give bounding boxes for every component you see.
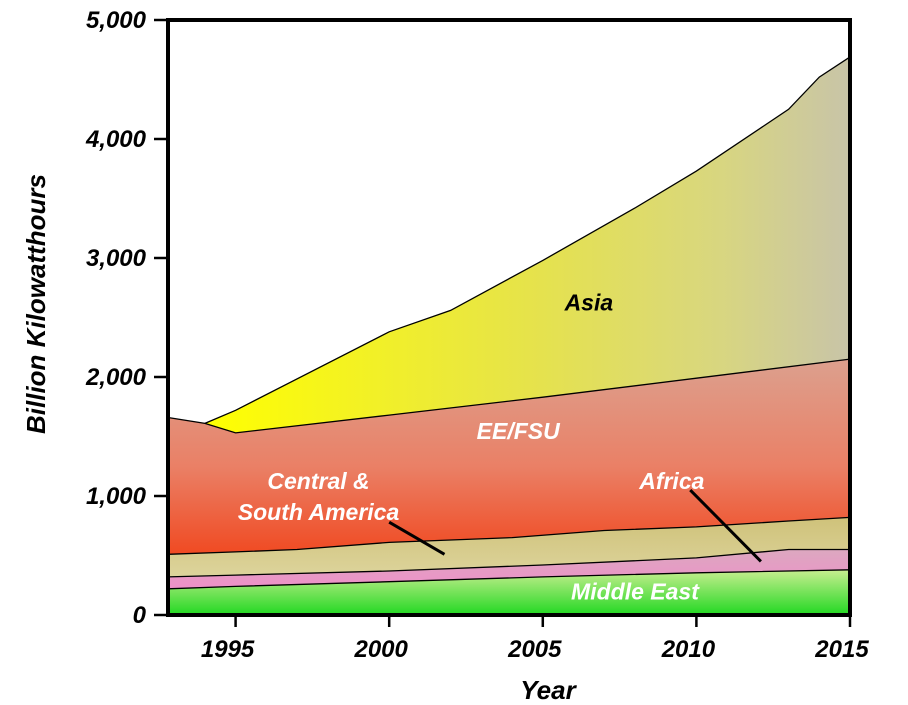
area-africa bbox=[168, 517, 850, 577]
boundary-line-africa bbox=[167, 516, 851, 555]
y-axis-title: Billion Kilowatthours bbox=[21, 174, 51, 434]
y-tick-label: 3,000 bbox=[86, 245, 147, 272]
x-tick-label: 2000 bbox=[353, 636, 408, 663]
y-tick-label: 1,000 bbox=[86, 483, 147, 510]
boundary-line-middle-east bbox=[167, 569, 851, 590]
area-middle-east bbox=[168, 569, 850, 615]
label-south-america: South America bbox=[238, 499, 400, 525]
axis-ticks: 0 1,000 2,000 3,000 4,000 5,000 1995 2000 2005 20… bbox=[85, 7, 869, 663]
label-asia: Asia bbox=[564, 289, 614, 315]
pointer-line-2 bbox=[689, 488, 762, 563]
label-middle-east: Middle East bbox=[571, 579, 700, 605]
boundary-line-asia bbox=[204, 56, 851, 424]
label-africa: Africa bbox=[638, 468, 704, 494]
area-asia bbox=[204, 56, 850, 433]
y-tick-label: 0 bbox=[133, 602, 147, 629]
x-tick-label: 2005 bbox=[507, 636, 562, 663]
label-central: Central & bbox=[267, 468, 369, 494]
plot-frame bbox=[166, 18, 852, 617]
area-layers bbox=[168, 56, 850, 615]
pointer-line-1 bbox=[388, 520, 446, 556]
x-axis-title: Year bbox=[520, 675, 577, 705]
area-central-south-america-eefsu bbox=[168, 359, 850, 555]
boundary-line-band bbox=[167, 548, 850, 578]
y-tick-label: 2,000 bbox=[85, 364, 147, 391]
x-tick-label: 2010 bbox=[661, 636, 716, 663]
x-tick-label: 2015 bbox=[814, 636, 869, 663]
y-tick-label: 4,000 bbox=[85, 126, 147, 153]
y-tick-label: 5,000 bbox=[86, 7, 147, 34]
boundary-lines bbox=[167, 56, 851, 590]
x-tick-label: 1995 bbox=[201, 636, 255, 663]
region-labels: Asia EE/FSU Central & South America Africa Mi… bbox=[238, 289, 705, 604]
label-pointers bbox=[388, 488, 762, 563]
label-ee-fsu: EE/FSU bbox=[477, 418, 561, 444]
